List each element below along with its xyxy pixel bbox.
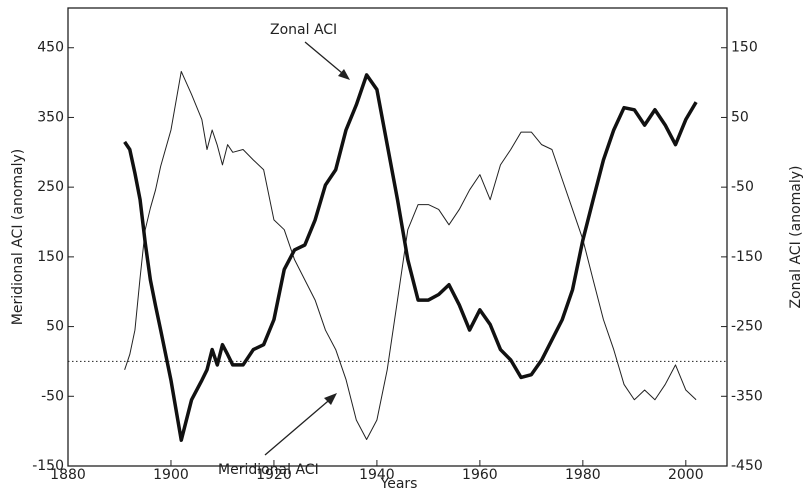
y-tick-label: 150 xyxy=(37,249,64,265)
arrow-head xyxy=(338,69,350,80)
annotation: Zonal ACI xyxy=(270,22,337,38)
x-tick-label: 2000 xyxy=(668,467,704,483)
y2-tick-label: 150 xyxy=(731,40,758,56)
x-tick-label: 1980 xyxy=(565,467,601,483)
x-tick-label: 1960 xyxy=(462,467,498,483)
y2-tick-label: -450 xyxy=(731,458,763,474)
y2-tick-label: -350 xyxy=(731,388,763,404)
arrow-head xyxy=(324,393,337,405)
y-tick-label: 50 xyxy=(46,319,64,335)
y-tick-label: 250 xyxy=(37,179,64,195)
x-tick-label: 1900 xyxy=(153,467,189,483)
y2-axis-label: Zonal ACI (anomaly) xyxy=(788,166,804,309)
series-line xyxy=(124,70,697,441)
series-line xyxy=(123,73,698,442)
annotation-arrow xyxy=(264,395,335,456)
y-tick-label: 450 xyxy=(37,40,64,56)
y2-tick-label: -50 xyxy=(731,179,754,195)
x-axis-label: Years xyxy=(380,476,418,492)
x-tick-label: 1880 xyxy=(50,467,86,483)
x-tick-label: 1940 xyxy=(359,467,395,483)
y-tick-label: -50 xyxy=(41,388,64,404)
plot-frame xyxy=(67,7,728,467)
x-tick-label: 1920 xyxy=(256,467,292,483)
y-axis-label: Meridional ACI (anomaly) xyxy=(10,149,26,326)
y2-tick-label: -150 xyxy=(731,249,763,265)
y-tick-label: 350 xyxy=(37,109,64,125)
y-tick-label: -150 xyxy=(32,458,64,474)
y2-tick-label: 50 xyxy=(731,109,749,125)
annotation: Meridional ACI xyxy=(218,462,319,478)
annotation-arrow xyxy=(304,41,349,79)
y2-tick-label: -250 xyxy=(731,319,763,335)
